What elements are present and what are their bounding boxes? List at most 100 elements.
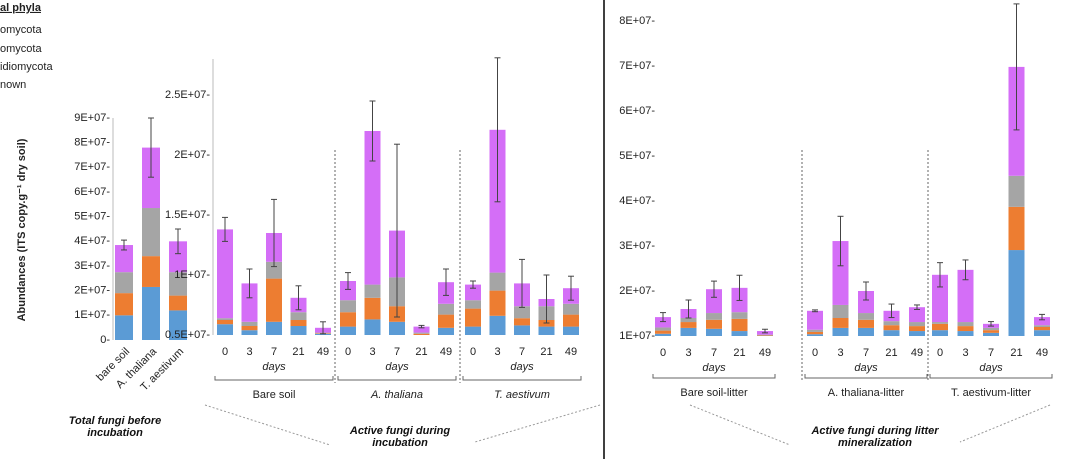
bar-segment [413,332,430,334]
x-axis-label: days [385,361,409,373]
group-label: Bare soil [253,389,296,401]
bar-segment [142,256,160,287]
bar-segment [858,319,874,328]
bar-segment [909,307,925,323]
x-tick-label: 7 [394,346,400,358]
bar-segment [241,326,258,331]
bar-segment [1034,327,1050,331]
bar-segment [706,289,722,314]
y-tick-label: 2E+07- [74,285,110,297]
bar-segment [706,319,722,329]
x-tick-label: 7 [988,347,994,359]
y-tick-label: 9E+07- [74,112,110,124]
y-tick-label: 5E+07- [74,211,110,223]
bar-segment [169,295,187,311]
x-axis-label: days [854,362,878,374]
bar-segment [1034,325,1050,327]
bar-segment [115,245,133,273]
bar-segment [217,320,233,325]
bar-segment [340,326,356,335]
bar-segment [706,313,722,320]
y-tick-label: 5E+07- [619,150,655,162]
bar-segment [655,327,671,331]
bar-segment [932,322,948,324]
bar-segment [858,313,874,320]
bar-segment [858,327,874,336]
bar-segment [340,300,356,313]
x-tick-label: 3 [962,347,968,359]
x-tick-label: 49 [1036,347,1048,359]
bar-segment [315,333,331,335]
bar-segment [807,334,823,336]
bar-segment [655,330,671,334]
bar-segment [389,321,405,335]
x-axis-label: days [979,362,1003,374]
callout-line [689,404,791,446]
bar-segment [465,326,481,335]
bar-segment [1008,206,1025,251]
bar-segment [883,330,900,336]
bar-segment [680,318,697,323]
bar-segment [957,269,974,323]
bar-segment [465,300,481,309]
bar-segment [169,310,187,340]
y-tick-label: 7E+07- [619,60,655,72]
callout-line [474,404,601,443]
bar-segment [680,327,697,336]
bar-segment [465,308,481,327]
bar-segment [514,325,530,335]
callout-line [204,404,331,446]
bar-segment [538,326,555,335]
x-tick-label: 0 [660,347,666,359]
y-tick-label: 3E+07- [74,260,110,272]
group-bracket [652,374,776,379]
bar-segment [563,303,579,315]
y-tick-label: 3E+07- [619,240,655,252]
bar-segment [883,325,900,331]
bar-segment [169,241,187,273]
y-tick-label: 6E+07- [619,105,655,117]
group-label: A. thaliana [370,389,423,401]
x-axis-label: days [262,361,286,373]
bar-segment [266,278,282,322]
bar-segment [983,330,999,333]
bar-segment [655,333,671,336]
group-label: T. aestivum-litter [951,387,1031,399]
bar-segment [957,331,974,336]
bar-segment [1034,317,1050,326]
bar-segment [364,131,381,285]
x-tick-label: 21 [1010,347,1022,359]
bar-segment [706,328,722,336]
y-tick-label: 0- [100,334,110,346]
x-tick-label: 49 [317,346,329,358]
bar-segment [142,147,160,209]
x-tick-label: 21 [292,346,304,358]
x-tick-label: 3 [246,346,252,358]
group-bracket [462,376,582,381]
bar-segment [807,329,823,332]
x-tick-label: 21 [415,346,427,358]
bar-segment [413,333,430,335]
x-tick-label: 7 [711,347,717,359]
bar-segment [142,208,160,257]
bar-segment [364,297,381,320]
bar-segment [563,314,579,327]
bar-segment [489,315,506,335]
x-tick-label: 0 [345,346,351,358]
bar-segment [883,321,900,326]
legend-entry: nown [0,79,26,91]
bar-segment [832,304,849,318]
bar-segment [340,281,356,301]
y-tick-label: 8E+07- [619,15,655,27]
x-tick-label: 0 [812,347,818,359]
x-tick-label: 21 [885,347,897,359]
x-tick-label: 49 [911,347,923,359]
bar-segment [438,327,454,335]
bar-segment [241,321,258,326]
x-tick-label: 0 [470,346,476,358]
bar-segment [1034,330,1050,336]
bar-segment [290,326,307,335]
x-tick-label: 3 [837,347,843,359]
bar-segment [364,284,381,298]
group-bracket [804,374,928,379]
